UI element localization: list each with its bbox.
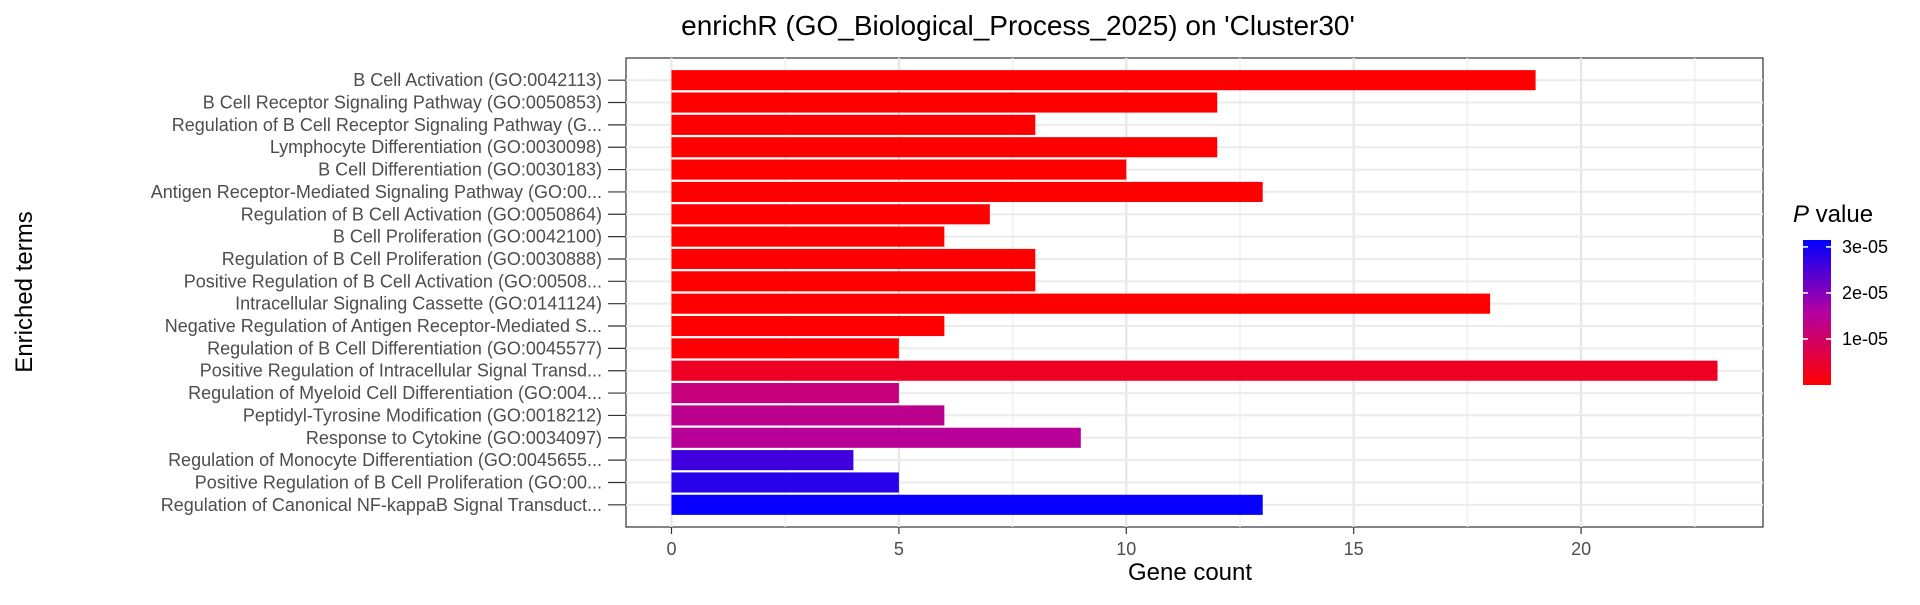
y-tick-label: Regulation of B Cell Proliferation (GO:0… <box>222 249 602 269</box>
bar <box>671 383 899 404</box>
bar <box>671 92 1218 113</box>
x-tick-label: 10 <box>1116 539 1136 559</box>
y-tick-label: Intracellular Signaling Cassette (GO:014… <box>235 294 602 314</box>
bar <box>671 450 854 471</box>
y-tick-label: Regulation of B Cell Activation (GO:0050… <box>241 204 602 224</box>
panel-border <box>625 57 1764 528</box>
y-tick-labels: B Cell Activation (GO:0042113) B Cell Rec… <box>151 70 626 515</box>
x-tick-label: 0 <box>666 539 676 559</box>
legend-tick-label: 1e-05 <box>1842 329 1888 349</box>
y-tick-label: B Cell Differentiation (GO:0030183) <box>318 160 602 180</box>
y-tick-label: B Cell Activation (GO:0042113) <box>353 70 602 90</box>
x-tick-label: 5 <box>894 539 904 559</box>
bar <box>671 427 1081 448</box>
bar <box>671 114 1036 135</box>
legend-title-rest: value <box>1809 201 1873 228</box>
legend-title: P value <box>1793 201 1873 228</box>
legend: P value 3e-05 2e-05 1e-05 <box>1793 201 1888 385</box>
bar <box>671 338 899 359</box>
legend-ticks: 3e-05 2e-05 1e-05 <box>1803 237 1888 349</box>
bar <box>671 315 945 337</box>
legend-color-bar <box>1803 240 1831 385</box>
y-tick-label: Regulation of Monocyte Differentiation (… <box>168 450 602 470</box>
bar <box>671 248 1036 270</box>
bar <box>671 137 1218 158</box>
bar <box>671 494 1263 515</box>
bar <box>671 70 1536 91</box>
bar <box>671 293 1491 314</box>
chart-title: enrichR (GO_Biological_Process_2025) on … <box>681 10 1355 41</box>
bar <box>671 360 1718 381</box>
y-tick-label: B Cell Proliferation (GO:0042100) <box>333 227 602 247</box>
bar <box>671 405 945 426</box>
y-tick-label: Positive Regulation of Intracellular Sig… <box>200 361 602 381</box>
y-tick-label: Peptidyl-Tyrosine Modification (GO:00182… <box>243 405 602 425</box>
bars <box>671 70 1718 515</box>
y-tick-label: Regulation of Myeloid Cell Differentiati… <box>188 383 602 403</box>
x-axis-title: Gene count <box>1128 559 1252 586</box>
y-tick-label: Response to Cytokine (GO:0034097) <box>306 428 602 448</box>
y-tick-label: B Cell Receptor Signaling Pathway (GO:00… <box>203 93 602 113</box>
legend-tick-label: 3e-05 <box>1842 237 1888 257</box>
bar <box>671 226 945 247</box>
bar <box>671 472 899 493</box>
bar <box>671 181 1263 202</box>
legend-tick-label: 2e-05 <box>1842 283 1888 303</box>
y-tick-label: Regulation of Canonical NF-kappaB Signal… <box>161 495 602 515</box>
y-tick-label: Negative Regulation of Antigen Receptor-… <box>165 316 602 336</box>
y-tick-label: Regulation of B Cell Differentiation (GO… <box>207 338 602 358</box>
bar <box>671 204 990 225</box>
y-axis-title: Enriched terms <box>11 211 38 372</box>
y-tick-label: Regulation of B Cell Receptor Signaling … <box>172 115 602 135</box>
y-tick-label: Lymphocyte Differentiation (GO:0030098) <box>270 137 602 157</box>
plot-panel <box>625 57 1764 528</box>
y-tick-label: Antigen Receptor-Mediated Signaling Path… <box>151 182 602 202</box>
y-tick-label: Positive Regulation of B Cell Proliferat… <box>195 472 602 492</box>
y-tick-label: Positive Regulation of B Cell Activation… <box>184 271 602 291</box>
bar <box>671 271 1036 292</box>
bar <box>671 159 1127 180</box>
x-axis-ticks: 0 5 10 15 20 <box>666 527 1591 559</box>
x-tick-label: 15 <box>1344 539 1364 559</box>
legend-title-italic: P <box>1793 201 1809 228</box>
x-tick-label: 20 <box>1571 539 1591 559</box>
